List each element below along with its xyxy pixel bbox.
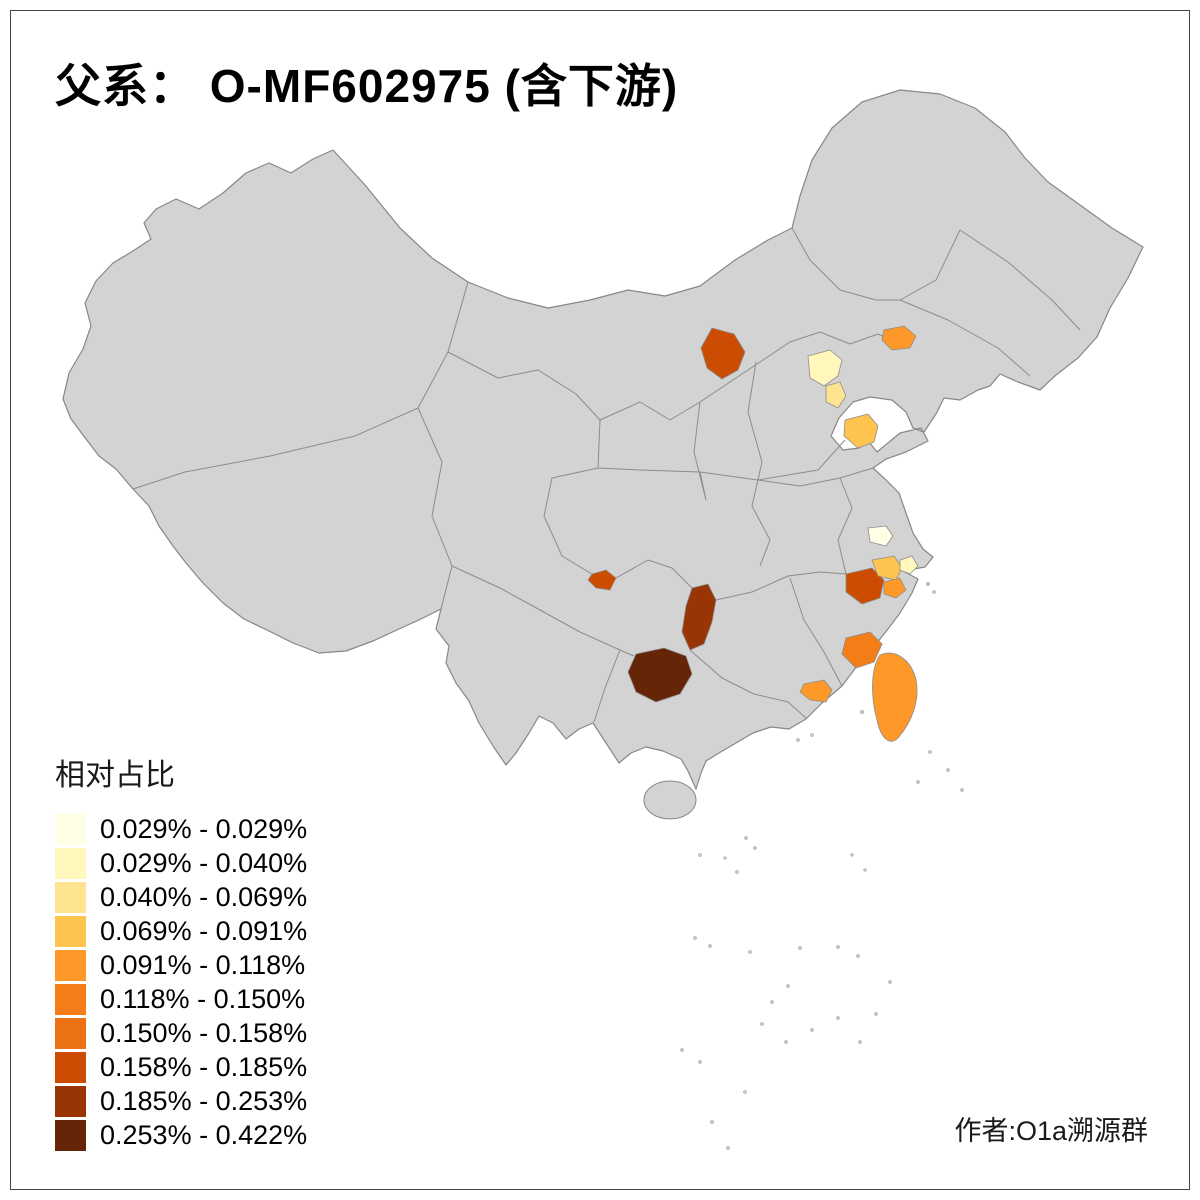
hunan-highlight [681,583,717,651]
legend-item: 0.040% - 0.069% [55,880,307,914]
mainland-china [62,89,1144,790]
small-islands [680,581,964,1150]
legend-item: 0.158% - 0.185% [55,1050,307,1084]
legend-item: 0.029% - 0.040% [55,846,307,880]
legend-label: 0.040% - 0.069% [100,881,308,912]
legend-label: 0.069% - 0.091% [100,915,308,946]
legend-swatch [55,1085,86,1117]
shanghai-coast-highlight [899,555,919,575]
zhejiang-east-highlight [871,555,903,581]
fujian-highlight [841,631,883,669]
hainan-island [643,780,697,820]
legend-swatch [55,813,86,845]
zhejiang-north-highlight [845,567,885,605]
legend-swatch [55,1051,86,1083]
chongqing-highlight [587,569,617,591]
guizhou-highlight [627,647,693,703]
legend-label: 0.118% - 0.150% [100,983,306,1014]
highlight-regions [587,325,919,742]
inner-mongolia-highlight [700,327,746,380]
legend-label: 0.150% - 0.158% [100,1017,308,1048]
taiwan-highlight [872,652,918,742]
legend-swatch [55,1017,86,1049]
legend-label: 0.029% - 0.040% [100,847,308,878]
shandong-highlight [843,413,879,449]
legend-label: 0.029% - 0.029% [100,813,308,844]
legend-swatch [55,1119,86,1151]
legend-swatch [55,949,86,981]
legend-swatch [55,881,86,913]
legend-swatch [55,983,86,1015]
legend-swatch [55,847,86,879]
legend-title: 相对占比 [55,759,175,792]
liaoning-highlight [881,325,917,351]
zhejiang-south-highlight [883,577,907,599]
legend-item: 0.091% - 0.118% [55,948,307,982]
legend-item: 0.150% - 0.158% [55,1016,307,1050]
province-boundaries [132,227,1081,723]
tianjin-highlight [825,381,847,409]
legend-label: 0.185% - 0.253% [100,1085,308,1116]
legend-label: 0.158% - 0.185% [100,1051,308,1082]
jiangsu-highlight [867,525,894,547]
legend-item: 0.118% - 0.150% [55,982,307,1016]
legend-label: 0.091% - 0.118% [100,949,306,980]
beijing-highlight [807,349,843,387]
legend-item: 0.185% - 0.253% [55,1084,307,1118]
author-credit: 作者:O1a溯源群 [954,1116,1148,1146]
legend-label: 0.253% - 0.422% [100,1119,308,1150]
legend-swatch [55,915,86,947]
legend-item: 0.253% - 0.422% [55,1118,307,1152]
guangdong-highlight [799,679,833,703]
page-title: 父系： O-MF602975 (含下游) [55,60,679,112]
map-legend: 相对占比 0.029% - 0.029% 0.029% - 0.040% 0.0… [55,750,307,1152]
legend-item: 0.069% - 0.091% [55,914,307,948]
legend-item: 0.029% - 0.029% [55,812,307,846]
